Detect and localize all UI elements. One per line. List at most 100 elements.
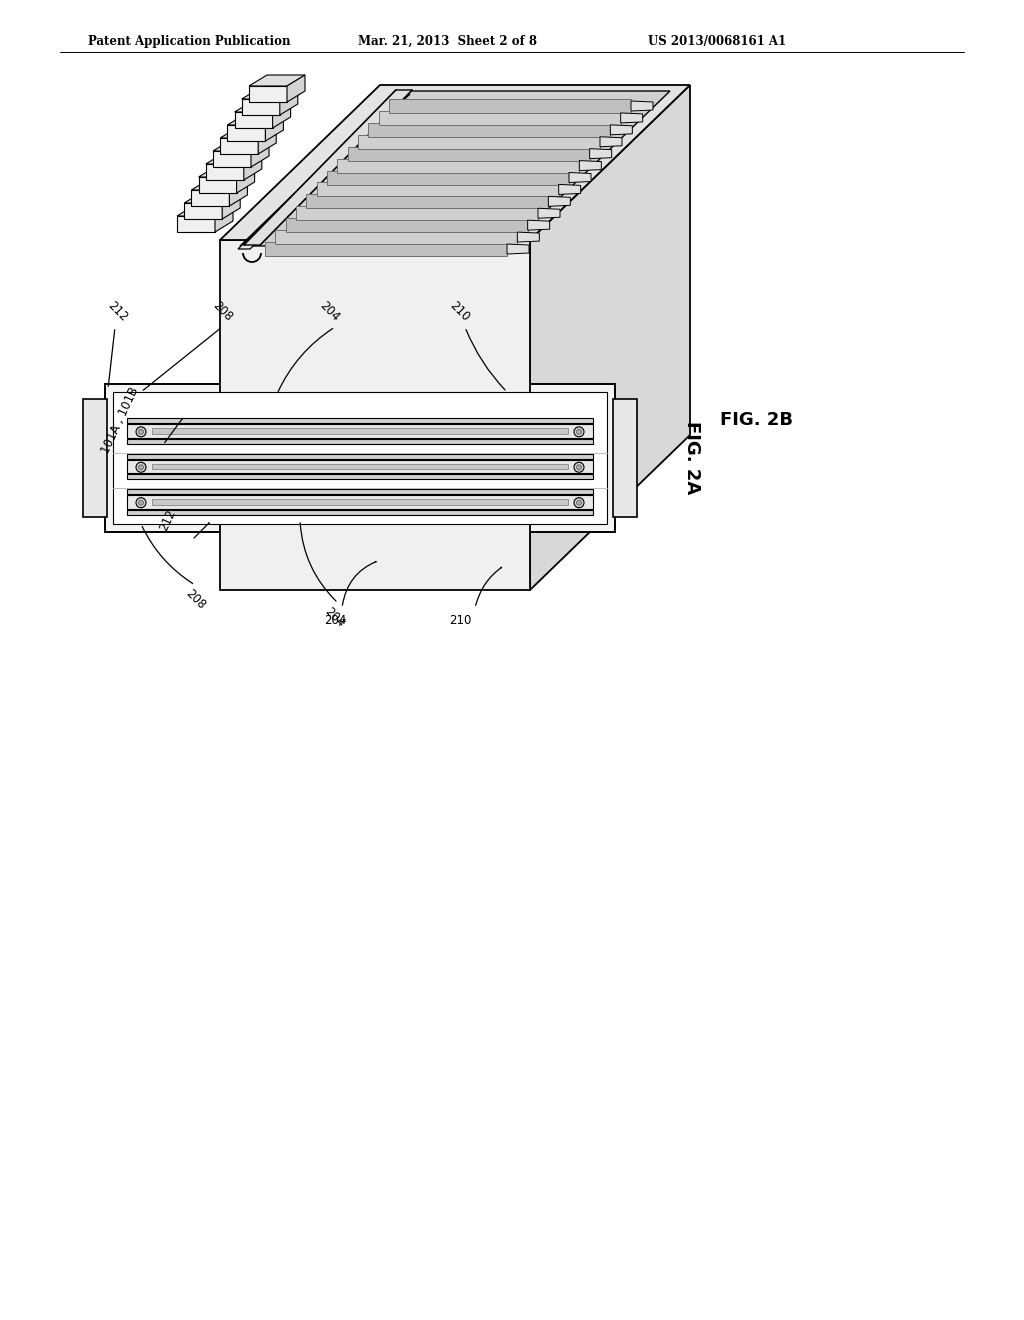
Polygon shape xyxy=(538,209,560,218)
Polygon shape xyxy=(265,242,507,256)
Polygon shape xyxy=(244,153,262,180)
Polygon shape xyxy=(229,180,248,206)
Polygon shape xyxy=(517,232,540,242)
Text: US 2013/0068161 A1: US 2013/0068161 A1 xyxy=(648,36,786,48)
Circle shape xyxy=(138,500,143,506)
Bar xyxy=(127,490,593,494)
Polygon shape xyxy=(177,205,233,216)
Text: 204: 204 xyxy=(323,605,347,630)
Polygon shape xyxy=(249,75,305,86)
Polygon shape xyxy=(184,203,222,219)
Polygon shape xyxy=(206,153,262,164)
Polygon shape xyxy=(220,240,530,590)
FancyArrowPatch shape xyxy=(142,527,193,583)
Circle shape xyxy=(577,465,582,470)
Polygon shape xyxy=(237,166,255,193)
Bar xyxy=(127,438,593,444)
Bar xyxy=(152,428,568,434)
Polygon shape xyxy=(215,205,233,232)
Polygon shape xyxy=(227,125,265,141)
Polygon shape xyxy=(527,220,550,230)
Bar xyxy=(127,418,593,424)
Polygon shape xyxy=(369,123,610,137)
Circle shape xyxy=(136,498,146,508)
Polygon shape xyxy=(379,111,621,125)
Polygon shape xyxy=(242,99,280,115)
Text: 208: 208 xyxy=(210,300,234,323)
Polygon shape xyxy=(337,158,580,173)
Polygon shape xyxy=(227,114,284,125)
Bar xyxy=(152,463,568,469)
Circle shape xyxy=(577,429,582,434)
Text: Mar. 21, 2013  Sheet 2 of 8: Mar. 21, 2013 Sheet 2 of 8 xyxy=(358,36,537,48)
Polygon shape xyxy=(296,206,538,220)
Polygon shape xyxy=(600,137,622,147)
Polygon shape xyxy=(389,99,631,114)
Text: 204: 204 xyxy=(324,614,346,627)
Polygon shape xyxy=(275,230,517,244)
Polygon shape xyxy=(199,166,255,177)
Text: 204: 204 xyxy=(317,300,342,323)
Polygon shape xyxy=(220,127,276,139)
Text: 212: 212 xyxy=(105,298,130,323)
Polygon shape xyxy=(191,180,248,190)
Polygon shape xyxy=(306,194,548,209)
Polygon shape xyxy=(220,84,690,240)
Polygon shape xyxy=(316,182,559,197)
Text: 212: 212 xyxy=(158,507,178,533)
Bar xyxy=(127,474,593,479)
Polygon shape xyxy=(177,216,215,232)
Polygon shape xyxy=(242,88,298,99)
Circle shape xyxy=(136,462,146,473)
Polygon shape xyxy=(621,114,643,123)
Polygon shape xyxy=(238,94,410,249)
Text: Patent Application Publication: Patent Application Publication xyxy=(88,36,291,48)
Circle shape xyxy=(138,465,143,470)
Polygon shape xyxy=(184,191,241,203)
FancyArrowPatch shape xyxy=(109,330,115,387)
Polygon shape xyxy=(191,190,229,206)
Polygon shape xyxy=(507,244,529,253)
Polygon shape xyxy=(265,114,284,141)
Text: FIG. 2A: FIG. 2A xyxy=(683,421,701,495)
Polygon shape xyxy=(280,88,298,115)
Circle shape xyxy=(574,462,584,473)
Polygon shape xyxy=(251,140,269,168)
Polygon shape xyxy=(213,150,251,168)
FancyArrowPatch shape xyxy=(279,329,333,392)
Polygon shape xyxy=(358,135,600,149)
Polygon shape xyxy=(286,218,527,232)
Polygon shape xyxy=(580,161,601,170)
FancyArrowPatch shape xyxy=(466,330,505,389)
Polygon shape xyxy=(220,139,258,154)
Polygon shape xyxy=(249,86,287,102)
FancyArrowPatch shape xyxy=(194,523,209,539)
FancyArrowPatch shape xyxy=(300,523,336,601)
Bar xyxy=(127,495,593,508)
Polygon shape xyxy=(327,170,569,185)
FancyArrowPatch shape xyxy=(143,329,220,391)
Polygon shape xyxy=(548,197,570,206)
Polygon shape xyxy=(234,102,291,112)
Circle shape xyxy=(574,498,584,508)
Bar xyxy=(113,392,607,524)
Bar xyxy=(127,454,593,459)
FancyArrowPatch shape xyxy=(342,561,376,606)
Circle shape xyxy=(138,429,143,434)
Polygon shape xyxy=(240,91,670,246)
Circle shape xyxy=(574,426,584,437)
Polygon shape xyxy=(199,177,237,193)
Polygon shape xyxy=(244,90,412,246)
Text: 210: 210 xyxy=(447,300,472,323)
Text: 208: 208 xyxy=(182,587,208,612)
Bar xyxy=(127,424,593,438)
Polygon shape xyxy=(569,173,591,182)
Bar xyxy=(613,399,637,517)
Polygon shape xyxy=(590,149,611,158)
Polygon shape xyxy=(610,125,633,135)
Polygon shape xyxy=(272,102,291,128)
Polygon shape xyxy=(213,140,269,150)
Polygon shape xyxy=(206,164,244,180)
Bar xyxy=(152,499,568,504)
Circle shape xyxy=(136,426,146,437)
